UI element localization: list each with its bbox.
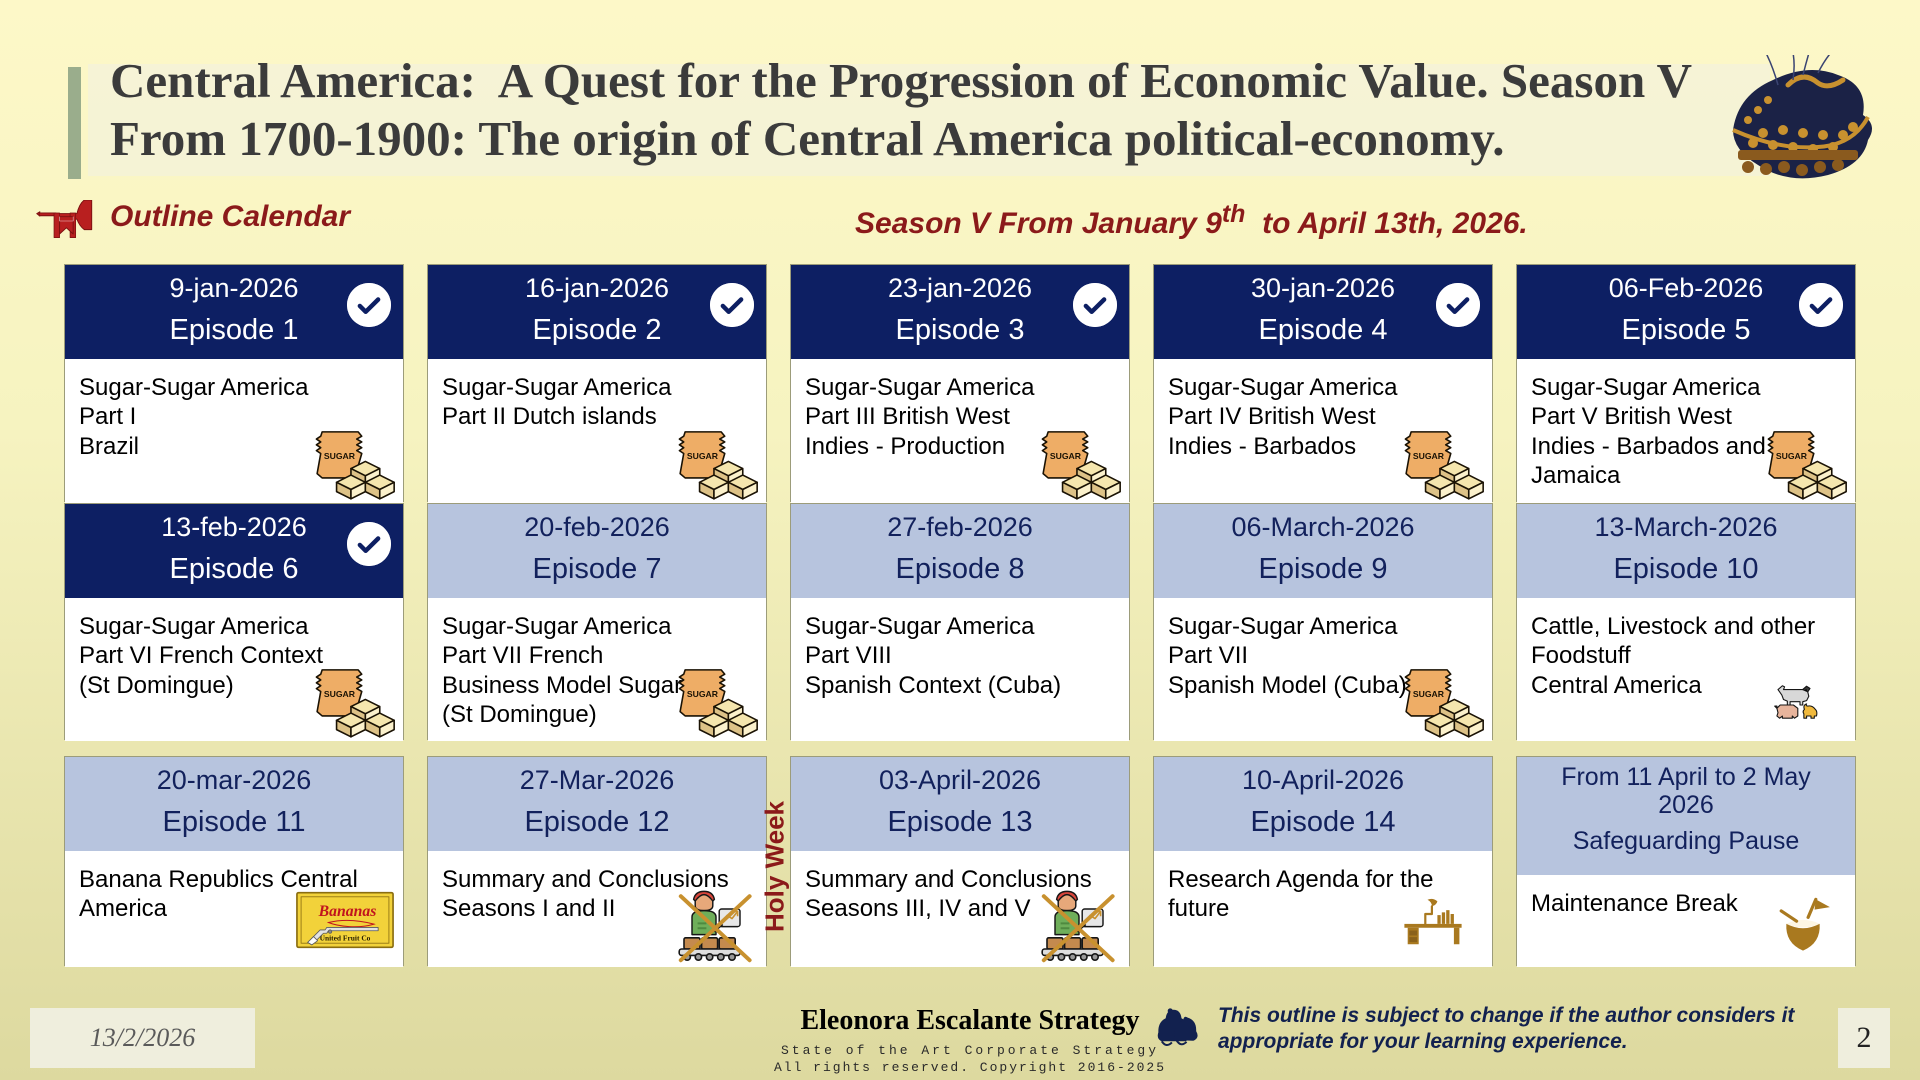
svg-text:SUGAR: SUGAR bbox=[1050, 451, 1082, 461]
svg-text:SUGAR: SUGAR bbox=[1776, 451, 1808, 461]
svg-text:United Fruit Co: United Fruit Co bbox=[320, 934, 371, 943]
svg-text:SUGAR: SUGAR bbox=[1413, 689, 1445, 699]
svg-text:SUGAR: SUGAR bbox=[324, 451, 356, 461]
svg-text:SUGAR: SUGAR bbox=[1413, 451, 1445, 461]
svg-text:SUGAR: SUGAR bbox=[324, 689, 356, 699]
svg-text:SUGAR: SUGAR bbox=[687, 451, 719, 461]
svg-text:Bananas: Bananas bbox=[318, 903, 377, 920]
svg-text:SUGAR: SUGAR bbox=[687, 689, 719, 699]
